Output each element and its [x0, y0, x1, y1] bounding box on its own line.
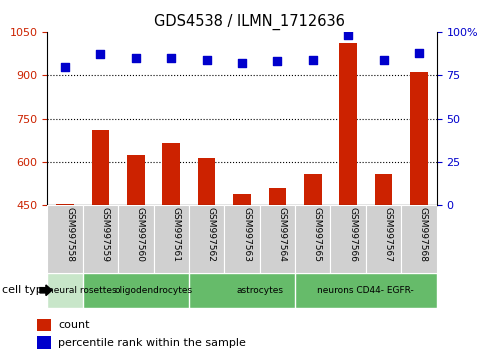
Text: GSM997564: GSM997564	[277, 207, 286, 262]
Bar	[330, 205, 366, 273]
Bar	[295, 205, 330, 273]
Text: neural rosettes: neural rosettes	[48, 286, 117, 295]
Point	[203, 57, 211, 62]
Text: oligodendrocytes: oligodendrocytes	[114, 286, 193, 295]
Bar	[339, 44, 357, 205]
Text: GSM997562: GSM997562	[207, 207, 216, 262]
Text: cell type: cell type	[2, 285, 50, 295]
Text: GSM997563: GSM997563	[242, 207, 251, 262]
Text: astrocytes: astrocytes	[236, 286, 283, 295]
Point	[238, 60, 246, 66]
Bar	[37, 336, 51, 349]
Point	[273, 58, 281, 64]
Bar	[295, 273, 437, 308]
Bar	[47, 205, 83, 273]
Bar	[410, 72, 428, 205]
Text: GSM997565: GSM997565	[313, 207, 322, 262]
Bar	[47, 273, 118, 308]
Text: neurons CD44- EGFR-: neurons CD44- EGFR-	[317, 286, 414, 295]
Bar	[198, 158, 216, 205]
Bar	[225, 205, 259, 273]
Bar	[83, 205, 118, 273]
Bar	[375, 173, 392, 205]
Text: GSM997560: GSM997560	[136, 207, 145, 262]
Text: GSM997561: GSM997561	[171, 207, 180, 262]
Bar	[83, 273, 225, 308]
Text: GSM997566: GSM997566	[348, 207, 357, 262]
Bar	[92, 130, 109, 205]
Point	[167, 55, 175, 61]
Point	[61, 64, 69, 69]
Text: count: count	[58, 320, 90, 330]
Text: percentile rank within the sample: percentile rank within the sample	[58, 338, 247, 348]
Bar	[259, 205, 295, 273]
Text: GSM997568: GSM997568	[419, 207, 428, 262]
Bar	[189, 273, 330, 308]
Point	[415, 50, 423, 56]
Bar	[401, 205, 437, 273]
Bar	[189, 205, 225, 273]
Text: GSM997559: GSM997559	[100, 207, 109, 262]
Bar	[268, 188, 286, 205]
Bar	[233, 194, 251, 205]
Bar	[118, 205, 154, 273]
Point	[132, 55, 140, 61]
Point	[380, 57, 388, 62]
Point	[309, 57, 317, 62]
Bar	[304, 173, 322, 205]
Point	[344, 33, 352, 38]
Bar	[162, 143, 180, 205]
Text: GSM997558: GSM997558	[65, 207, 74, 262]
Text: GSM997567: GSM997567	[384, 207, 393, 262]
Text: GDS4538 / ILMN_1712636: GDS4538 / ILMN_1712636	[154, 14, 345, 30]
Bar	[154, 205, 189, 273]
Bar	[366, 205, 401, 273]
Bar	[37, 319, 51, 331]
Point	[96, 52, 104, 57]
Bar	[127, 155, 145, 205]
Bar	[56, 204, 74, 205]
